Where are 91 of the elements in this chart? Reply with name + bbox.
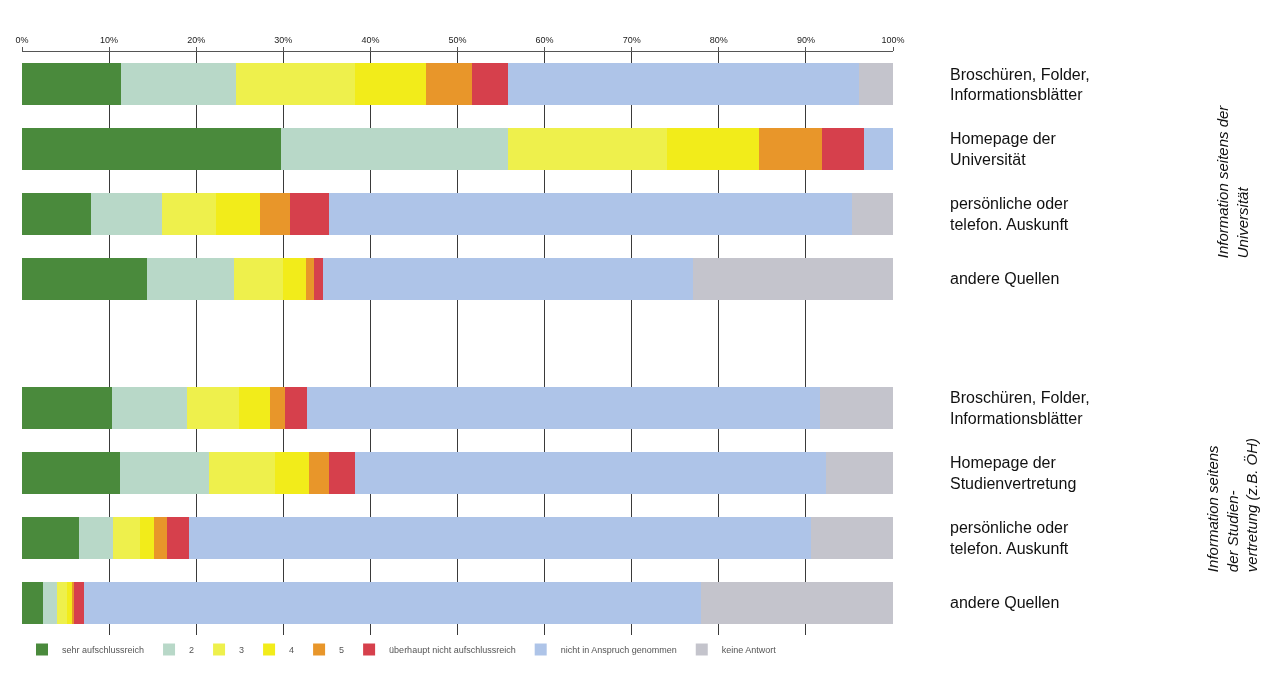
text: Information seitens der Studien- vertretung (z.B. ÖH) [1204,437,1261,573]
x-tick-label: 0% [15,35,29,46]
bar [233,257,284,300]
bar [42,581,57,624]
bar [22,581,43,624]
bar [186,387,239,430]
x-tick-label: 100% [881,35,905,46]
bar [821,128,865,171]
bar [189,516,812,559]
bar [56,581,68,624]
bar [825,452,893,495]
bar [811,516,893,559]
bar [83,581,701,624]
bar [666,128,759,171]
bar [22,257,148,300]
x-tick-label: 20% [187,35,206,46]
x-tick-label: 50% [448,35,467,46]
y-tick-label: Broschüren, Folder, Informationsblätter [950,389,1090,428]
legend-label: nicht in Anspruch genommen [560,645,677,656]
x-tick-label: 80% [709,35,728,46]
bar [306,387,820,430]
bar [22,516,79,559]
bar [426,63,473,106]
bar [111,387,187,430]
x-tick-label: 70% [622,35,641,46]
legend-label: sehr aufschlussreich [62,645,145,656]
bar [22,192,91,235]
y-tick-label: Homepage der Studienvertretung [950,454,1077,493]
y-tick-label: persönliche oder telefon. Auskunft [950,519,1069,557]
bar [692,257,893,300]
bar [259,192,291,235]
bar [22,452,120,495]
bar [274,452,310,495]
bar [283,257,306,300]
bar [22,63,122,106]
x-tick-label: 10% [100,35,119,46]
legend-label: 3 [239,645,245,656]
bar [22,387,112,430]
bar [309,452,330,495]
bar [329,192,853,235]
bar [864,128,893,171]
bar [121,63,237,106]
bar [166,516,190,559]
y-tick-label: Broschüren, Folder, Informationsblätter [950,65,1090,104]
bar [305,257,314,300]
bar [67,581,72,624]
bar [147,257,234,300]
x-tick-label: 40% [361,35,380,46]
x-tick-label: 90% [796,35,815,46]
bar [90,192,163,235]
legend-label: 4 [289,645,295,656]
bar [285,387,307,430]
bar [154,516,167,559]
bar [354,63,427,106]
x-tick-label: 60% [535,35,554,46]
bar [472,63,509,106]
bar [852,192,893,235]
bar [22,128,281,171]
y-tick-label: persönliche oder telefon. Auskunft [950,195,1069,233]
bar [162,192,217,235]
bar [508,63,860,106]
bar [859,63,893,106]
legend-label: keine Antwort [721,645,777,656]
bar [819,387,893,430]
bar [323,257,693,300]
bar [758,128,822,171]
bar [290,192,330,235]
bar [78,516,114,559]
bar [270,387,286,430]
bar [209,452,275,495]
legend-label: 5 [339,645,345,656]
bar [329,452,355,495]
y-tick-label: andere Quellen [950,594,1060,612]
legend-label: überhaupt nicht aufschlussreich [389,645,516,656]
bar [508,128,667,171]
bar [140,516,155,559]
bar [216,192,260,235]
bar [74,581,84,624]
bar [113,516,141,559]
bar [354,452,826,495]
y-tick-label: Homepage der Universität [950,130,1057,169]
bar [236,63,355,106]
text: Information seitens der Universität [1214,104,1251,259]
bar [280,128,509,171]
bar [238,387,271,430]
legend-label: 2 [189,645,195,656]
x-tick-label: 30% [274,35,293,46]
bar [700,581,893,624]
bar [119,452,210,495]
bar [313,257,324,300]
y-tick-label: andere Quellen [950,270,1060,288]
